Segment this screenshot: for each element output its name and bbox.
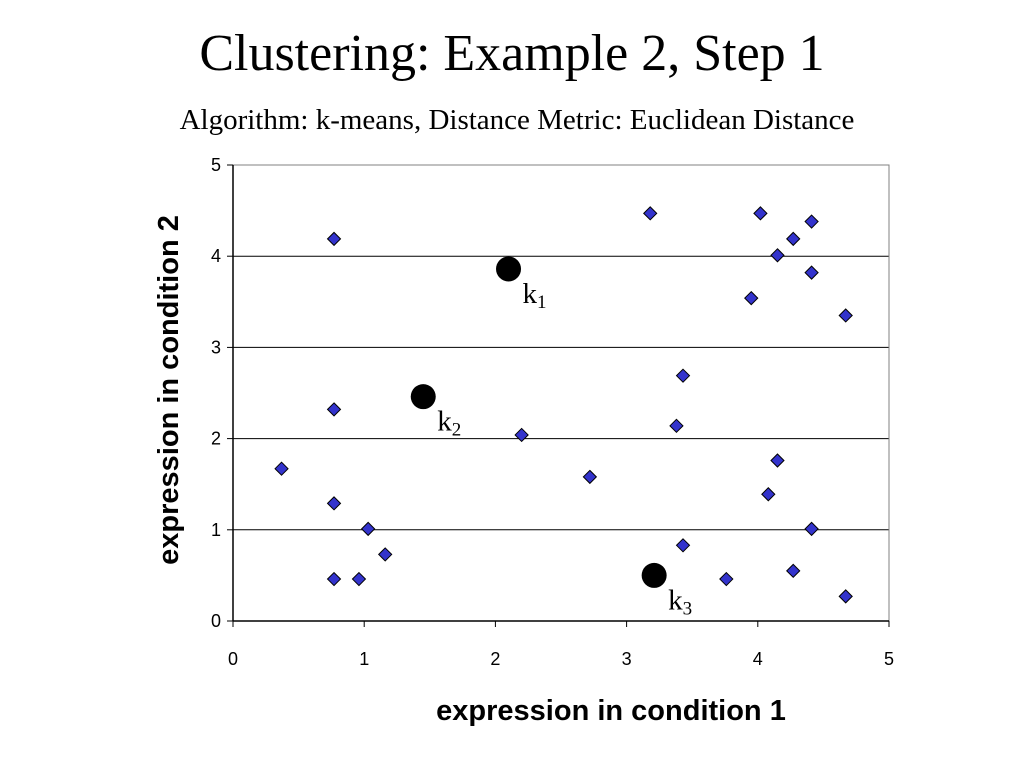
- data-point-diamond: [669, 418, 684, 434]
- data-point-diamond: [360, 521, 376, 537]
- centroid-marker: [641, 562, 667, 588]
- data-point-diamond: [274, 461, 289, 476]
- page-subtitle: Algorithm: k-means, Distance Metric: Euc…: [179, 104, 855, 136]
- data-point-diamond: [804, 521, 819, 537]
- x-tick-label: 3: [622, 649, 632, 669]
- data-point-diamond: [786, 563, 801, 579]
- data-point-diamond: [761, 487, 776, 502]
- x-tick-label: 1: [359, 649, 369, 669]
- centroid-label: k2: [437, 406, 461, 441]
- data-point-diamond: [753, 206, 768, 221]
- centroid-marker: [496, 256, 522, 282]
- centroid-label: k1: [523, 278, 547, 313]
- gridlines: [233, 164, 889, 531]
- data-point-diamond: [675, 538, 691, 553]
- plot-area: [232, 164, 890, 622]
- y-tick-label: 5: [211, 155, 221, 175]
- y-tick-label: 0: [211, 611, 221, 631]
- x-tick-label: 2: [490, 649, 500, 669]
- tick-labels: 0 1 2 3 4 5 0 1 2 3 4 5: [211, 155, 894, 669]
- data-point-diamond: [643, 206, 658, 221]
- data-point-diamond: [744, 290, 759, 306]
- y-tick-label: 4: [211, 246, 221, 266]
- data-point-diamond: [804, 265, 819, 280]
- data-point-diamond: [786, 231, 801, 247]
- data-point-diamond: [514, 427, 529, 443]
- axes: [227, 164, 890, 627]
- y-axis-label: expression in condition 2: [153, 215, 185, 565]
- data-point-diamond: [770, 248, 785, 263]
- data-point-diamond: [675, 368, 691, 383]
- centroids: k1 k2 k3: [410, 256, 692, 619]
- x-tick-label: 5: [884, 649, 894, 669]
- x-tick-label: 0: [228, 649, 238, 669]
- data-point-diamond: [804, 214, 819, 229]
- centroid-label: k3: [668, 584, 692, 619]
- data-point-diamond: [326, 496, 342, 511]
- data-point-diamond: [770, 453, 785, 468]
- x-tick-label: 4: [753, 649, 763, 669]
- data-point-diamond: [838, 308, 853, 323]
- y-tick-label: 3: [211, 337, 221, 357]
- data-point-diamond: [326, 402, 342, 417]
- centroid-marker: [410, 384, 436, 410]
- data-point-diamond: [351, 571, 367, 587]
- y-tick-label: 1: [211, 520, 221, 540]
- y-tick-label: 2: [211, 429, 221, 449]
- data-point-diamond: [377, 547, 393, 562]
- x-axis-label: expression in condition 1: [436, 695, 786, 727]
- page-title: Clustering: Example 2, Step 1: [199, 25, 825, 82]
- data-point-diamond: [326, 571, 342, 587]
- data-point-diamond: [326, 231, 342, 247]
- data-point-diamond: [582, 469, 598, 485]
- data-point-diamond: [719, 571, 734, 587]
- data-point-diamond: [838, 589, 853, 604]
- data-points: [274, 206, 853, 604]
